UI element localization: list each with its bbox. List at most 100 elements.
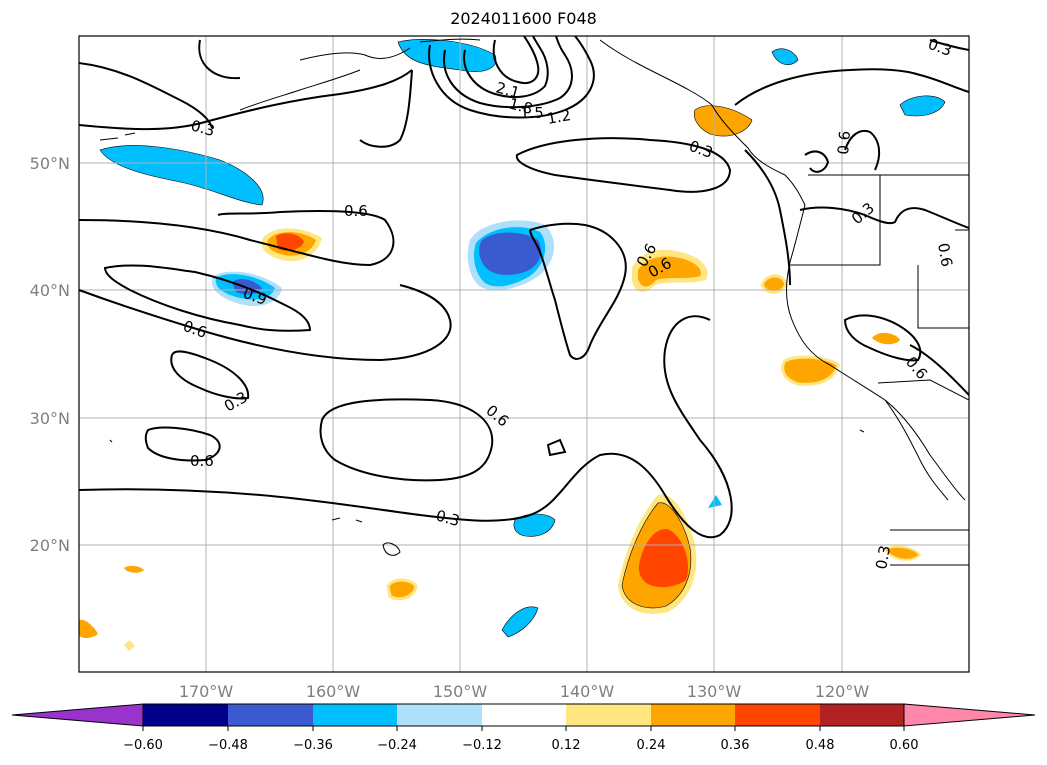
contour-4: [198, 39, 241, 80]
contour-label: 1.5: [520, 104, 544, 122]
contour-label: 1.8: [507, 94, 535, 118]
coast-mexico-south: [890, 529, 969, 566]
colorbar-segment: [228, 704, 313, 726]
contour-19: [744, 149, 791, 286]
colorbar-segment: [482, 704, 566, 726]
contour-label: 1.2: [546, 106, 573, 128]
lat-tick-label: 40°N: [30, 281, 70, 300]
contour-label: 0.3: [189, 116, 217, 140]
contour-5: [428, 36, 595, 119]
pos-region-mexico-2: [883, 545, 922, 561]
map-frame-bg: [79, 36, 969, 672]
contour-11: [103, 264, 312, 332]
colorbar-tick-label: 0.60: [890, 738, 919, 753]
contour-15: [319, 398, 494, 482]
contour-16: [79, 315, 733, 539]
lat-axis: 20°N 30°N 40°N 50°N: [30, 154, 70, 555]
colorbar-tick-label: −0.36: [293, 738, 333, 753]
contour-9: [515, 137, 732, 193]
colorbar-tick-label: −0.24: [377, 738, 417, 753]
pos-region-south-core: [638, 529, 689, 588]
contour-label: 0.3: [872, 544, 894, 571]
colorbar-tick-label: −0.60: [123, 738, 163, 753]
lon-tick-label: 160°W: [306, 682, 361, 701]
lat-tick-label: 50°N: [30, 154, 70, 173]
colorbar: −0.60 −0.48 −0.36 −0.24 −0.12 0.12 0.24 …: [11, 703, 1036, 753]
colorbar-extend-low: [11, 703, 144, 727]
pos-region-small-1: [124, 565, 144, 573]
pos-region-west-core: [276, 233, 304, 251]
contour-18: [734, 68, 969, 106]
coast-small-isles: [109, 429, 865, 443]
contour-7: [463, 36, 549, 99]
lon-tick-label: 140°W: [560, 682, 615, 701]
neg-region-east-3: [708, 495, 722, 508]
contour-label: 0.6: [344, 202, 368, 220]
colorbar-tick-label: 0.12: [552, 738, 581, 753]
contour-14: [144, 426, 221, 462]
colorbar-tick-label: −0.12: [462, 738, 502, 753]
colorbar-tick-label: 0.36: [721, 738, 750, 753]
coast-canada-bc: [711, 104, 806, 206]
contour-25: [929, 39, 969, 51]
colorbar-segment: [651, 704, 735, 726]
contour-8: [492, 36, 540, 84]
pos-region-calif-1: [760, 274, 788, 294]
contour-10: [79, 209, 395, 267]
lat-tick-label: 20°N: [30, 536, 70, 555]
colorbar-segment: [735, 704, 820, 726]
lon-tick-label: 150°W: [433, 682, 488, 701]
pos-region-calif-2: [781, 355, 840, 386]
colorbar-tick-label: −0.48: [208, 738, 248, 753]
contour-17: [529, 222, 627, 360]
graticule: [79, 36, 969, 672]
map-border: [78, 35, 970, 673]
contour-label: 0.6: [190, 452, 214, 470]
neg-region-north-pacific: [99, 145, 264, 206]
neg-region-south: [513, 513, 556, 537]
coast-alaska-peninsula: [99, 47, 411, 141]
colorbar-extend-high: [903, 703, 1036, 727]
neg-region-east-1: [899, 95, 946, 117]
lon-tick-label: 120°W: [815, 682, 870, 701]
colorbar-tick-label: 0.48: [806, 738, 835, 753]
contour-13: [170, 350, 250, 400]
contour-label: 0.3: [434, 506, 462, 530]
lon-tick-label: 130°W: [687, 682, 742, 701]
contour-label: 0.6: [834, 130, 854, 155]
contour-21: [844, 130, 881, 171]
colorbar-ticks: [142, 726, 905, 731]
border-states-1: [788, 175, 881, 266]
lon-tick-label: 170°W: [179, 682, 234, 701]
colorbar-tick-label: 0.24: [637, 738, 666, 753]
pos-region-mexico: [872, 332, 900, 345]
colorbar-outline: [142, 703, 905, 727]
contour-20: [799, 206, 969, 229]
neg-region-east-2: [771, 48, 799, 65]
contour-label: 2.1: [494, 78, 522, 102]
coast-baja: [884, 399, 949, 501]
map-title: 2024011600 F048: [450, 9, 597, 28]
border-us-mexico: [877, 379, 969, 401]
neg-region-south-2: [501, 606, 539, 638]
coastlines: [99, 38, 969, 566]
contour-2: [79, 62, 213, 129]
contour-6: [443, 36, 573, 109]
shaded-anomalies: [79, 39, 946, 651]
colorbar-segment: [143, 704, 228, 726]
contour-26: [546, 438, 567, 457]
contour-24: [804, 150, 830, 173]
neg-region-gulf-alaska: [397, 39, 497, 72]
pos-region-central-east-mid: [638, 256, 702, 287]
contour-22: [843, 314, 922, 362]
contour-23: [909, 344, 969, 396]
coast-alaska-south: [419, 38, 713, 106]
contour-lines: [79, 36, 969, 539]
neg-region-central-core: [479, 232, 542, 275]
colorbar-segment: [566, 704, 651, 726]
coast-hawaii: [331, 517, 401, 556]
colorbar-segment: [313, 704, 397, 726]
coast-us-west: [786, 204, 966, 501]
contour-12: [79, 284, 452, 362]
